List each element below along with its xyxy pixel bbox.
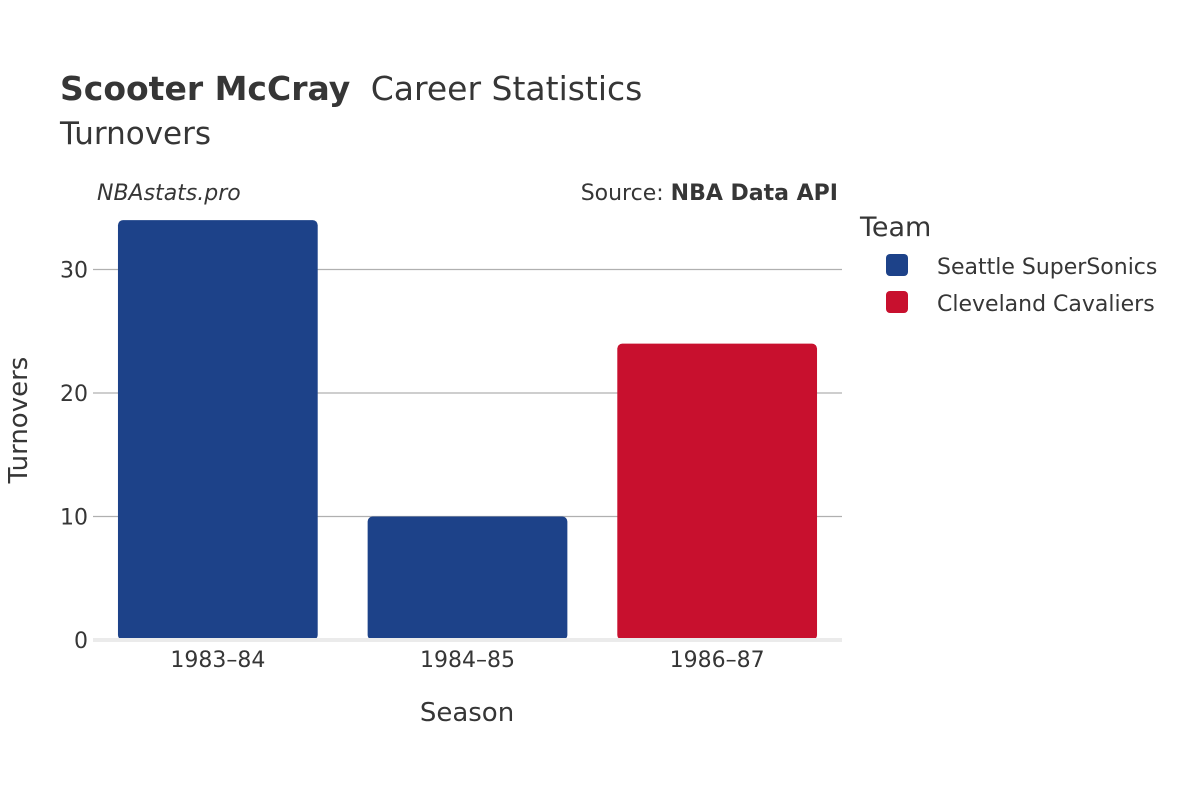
source-label: Source: NBA Data API [581, 181, 838, 206]
source-name: NBA Data API [671, 181, 838, 206]
watermark: NBAstats.pro [97, 181, 241, 206]
y-tick-label-20: 20 [60, 382, 88, 407]
x-tick-label-1983–84: 1983–84 [170, 648, 265, 673]
x-tick-label-1984–85: 1984–85 [420, 648, 515, 673]
y-tick-label-10: 10 [60, 506, 88, 531]
chart-subtitle: Turnovers [59, 116, 211, 152]
x-tick-layer: 1983–84 1984–85 1986–87 [170, 648, 764, 673]
y-tick-layer: 0 10 20 30 [60, 259, 88, 654]
y-tick-label-0: 0 [74, 629, 88, 654]
legend-title: Team [859, 212, 931, 243]
y-axis-title: Turnovers [4, 357, 34, 485]
bar-1986–87 [617, 343, 818, 640]
legend: Team Seattle SuperSonics Cleveland Cavali… [859, 212, 1157, 317]
bar-layer [93, 220, 842, 642]
bar-1983–84 [117, 220, 318, 640]
chart-title: Scooter McCray Career Statistics [60, 69, 642, 108]
legend-swatch-2 [886, 291, 908, 313]
chart-title-rest: Career Statistics [371, 69, 643, 108]
source-prefix: Source: [581, 181, 671, 206]
legend-label-1: Seattle SuperSonics [937, 255, 1157, 280]
chart-title-bold: Scooter McCray [60, 69, 350, 108]
x-axis-title: Season [420, 698, 514, 728]
x-tick-label-1986–87: 1986–87 [670, 648, 765, 673]
bar-1984–85 [367, 516, 568, 640]
legend-swatch-1 [886, 254, 908, 276]
legend-label-2: Cleveland Cavaliers [937, 292, 1155, 317]
legend-entries: Seattle SuperSonics Cleveland Cavaliers [886, 254, 1157, 317]
y-tick-label-30: 30 [60, 259, 88, 284]
